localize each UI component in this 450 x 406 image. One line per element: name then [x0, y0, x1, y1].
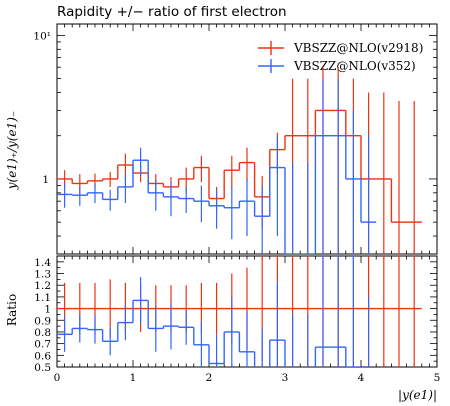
ratio-y-tick-label: 1.3: [34, 269, 51, 281]
ratio-y-tick-label: 1: [44, 304, 51, 316]
legend-label: VBSZZ@NLO(v352): [293, 59, 416, 73]
ratio-y-tick-label: 0.6: [34, 350, 51, 362]
x-tick-label: 2: [206, 372, 213, 384]
ratio-series-2: [57, 256, 370, 367]
x-tick-label: 0: [54, 372, 61, 384]
y-axis-label: y(e1)₊/y(e1)₋: [5, 111, 19, 190]
ratio-y-tick-label: 1.1: [34, 292, 51, 304]
legend-label: VBSZZ@NLO(v2918): [293, 41, 423, 55]
y-tick-label: 10¹: [33, 30, 51, 42]
ratio-y-axis-label: Ratio: [5, 294, 19, 326]
ratio-y-tick-label: 1.2: [34, 280, 51, 292]
main-series-2: [57, 78, 377, 254]
chart-title: Rapidity +/− ratio of first electron: [57, 4, 287, 20]
ratio-y-tick-label: 0.9: [34, 315, 51, 327]
ratio-y-tick-label: 0.8: [34, 327, 51, 339]
x-tick-label: 5: [434, 372, 441, 384]
legend: VBSZZ@NLO(v2918) VBSZZ@NLO(v352): [258, 41, 423, 73]
x-tick-label: 4: [358, 372, 365, 384]
ratio-y-tick-label: 1.4: [34, 257, 51, 269]
x-axis-label: |y(e1)|: [398, 388, 437, 402]
ratio-y-tick-label: 0.5: [34, 362, 51, 374]
x-tick-label: 3: [282, 372, 289, 384]
x-tick-label: 1: [130, 372, 137, 384]
main-series-1: [57, 67, 422, 254]
ratio-y-tick-label: 0.7: [34, 339, 51, 351]
y-tick-label: 1: [42, 174, 49, 186]
